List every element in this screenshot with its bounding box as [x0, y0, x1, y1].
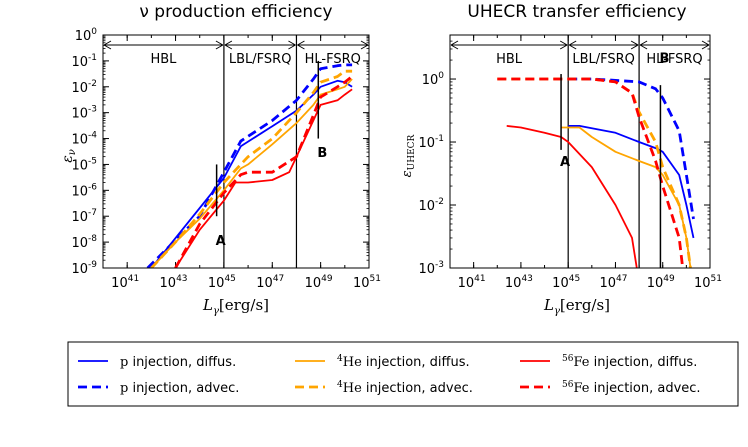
x-tick-label: 1049 — [647, 274, 675, 291]
marker-label: B — [659, 51, 669, 66]
legend: p injection, diffus. p injection, advec. 4… — [67, 341, 739, 407]
y-axis-label-right: εUHECR — [400, 134, 417, 177]
panel-uhecr-efficiency: UHECR transfer efficiency εUHECR Lγ[erg/… — [400, 2, 722, 317]
y-tick-label: 10-9 — [71, 260, 97, 277]
series-line — [150, 79, 353, 268]
region-arrowhead — [568, 40, 577, 50]
y-tick-label: 10-3 — [71, 105, 97, 122]
y-tick-label: 10-5 — [71, 156, 97, 173]
region-arrowhead — [701, 40, 710, 50]
legend-frame — [67, 341, 739, 407]
chart-title-left: ν production efficiency — [139, 2, 332, 22]
region-label: LBL/FSRQ — [229, 52, 292, 67]
series-line — [150, 78, 353, 268]
x-tick-label: 1051 — [353, 274, 381, 291]
region-arrowhead — [224, 40, 233, 50]
region-arrowhead — [559, 40, 568, 50]
region-arrowhead — [630, 40, 639, 50]
legend-entry: 4He injection, diffus. — [337, 354, 470, 370]
legend-entry: p injection, advec. — [120, 381, 239, 396]
legend-entry: 4He injection, advec. — [337, 380, 473, 396]
marker-label: A — [216, 234, 226, 249]
x-tick-label: 1045 — [208, 274, 236, 291]
region-label: HBL — [496, 52, 523, 67]
y-tick-label: 10-1 — [418, 134, 444, 151]
marker-label: B — [317, 146, 327, 161]
marker-label: A — [560, 155, 570, 170]
x-axis-label-right: Lγ[erg/s] — [543, 296, 610, 317]
chart-title-right: UHECR transfer efficiency — [467, 2, 686, 22]
x-tick-label: 1041 — [111, 274, 139, 291]
plot-area-right: 1041 1043 1045 1047 1049 1051 10-3 10-2 10-1 100 H… — [418, 34, 722, 291]
y-tick-label: 10-2 — [71, 79, 97, 96]
plot-area-left: 1041 1043 1045 1047 1049 1051 10-9 10-8 10-7 10-6… — [71, 27, 381, 291]
x-axis-label-left: Lγ[erg/s] — [202, 296, 269, 317]
y-tick-label: 10-3 — [418, 260, 444, 277]
region-arrowhead — [297, 40, 305, 50]
legend-entry: 56Fe injection, advec. — [562, 380, 701, 396]
y-tick-label: 100 — [422, 71, 445, 88]
axes-frame — [449, 34, 711, 269]
region-arrowhead — [450, 40, 459, 50]
series-line — [497, 77, 685, 268]
y-tick-label: 10-7 — [71, 208, 97, 225]
region-arrowhead — [639, 40, 648, 50]
x-tick-label: 1047 — [256, 274, 284, 291]
series-line — [146, 63, 353, 268]
y-tick-label: 10-1 — [71, 53, 97, 70]
y-tick-label: 10-4 — [71, 131, 97, 148]
series-line — [568, 125, 695, 239]
series-line — [561, 126, 692, 268]
region-label: LBL/FSRQ — [572, 52, 635, 67]
y-tick-label: 10-2 — [418, 197, 444, 214]
region-label: HL-FSRQ — [646, 52, 702, 67]
region-arrowhead — [215, 40, 224, 50]
legend-entry: 56Fe injection, diffus. — [562, 354, 697, 370]
x-tick-label: 1041 — [458, 274, 486, 291]
x-tick-label: 1045 — [552, 274, 580, 291]
y-tick-label: 10-8 — [71, 234, 97, 251]
legend-entry: p injection, diffus. — [120, 355, 236, 370]
region-arrowhead — [360, 40, 369, 50]
y-tick-label: 100 — [75, 27, 98, 44]
region-label: HBL — [150, 52, 177, 67]
series-line — [506, 125, 638, 268]
axes-frame — [102, 34, 370, 269]
x-tick-label: 1043 — [505, 274, 533, 291]
y-tick-label: 10-6 — [71, 182, 97, 199]
panel-nu-efficiency: ν production efficiency εν Lγ[erg/s] 104… — [60, 2, 381, 317]
x-tick-label: 1043 — [160, 274, 188, 291]
x-tick-label: 1049 — [305, 274, 333, 291]
region-label: HL-FSRQ — [305, 52, 361, 67]
region-arrowhead — [288, 40, 296, 50]
series-line — [174, 75, 353, 268]
series-line — [150, 69, 353, 268]
series-line — [174, 88, 353, 268]
x-tick-label: 1047 — [599, 274, 627, 291]
region-arrowhead — [103, 40, 112, 50]
x-tick-label: 1051 — [694, 274, 722, 291]
